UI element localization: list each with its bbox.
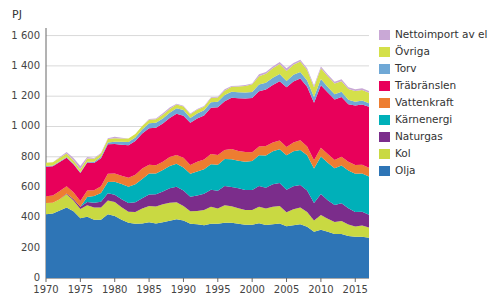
y-tick-label: 0	[34, 272, 40, 283]
area	[46, 78, 369, 201]
x-tick	[80, 278, 81, 282]
y-tick-label: 400	[21, 211, 40, 222]
legend-label: Vattenkraft	[395, 96, 454, 108]
legend-swatch	[379, 98, 390, 108]
y-tick-label: 1 600	[11, 30, 40, 41]
x-tick	[320, 278, 321, 282]
legend-swatch	[379, 81, 390, 91]
x-tick	[114, 278, 115, 282]
legend: Nettoimport av el Övriga Torv Träbränslen Va…	[379, 28, 487, 176]
axes: 0 200 400 600 800 1 000 1 200 1 400 1 600 1970 197…	[11, 28, 369, 295]
x-tick	[217, 278, 218, 282]
grid-line	[46, 35, 369, 36]
legend-label: Övriga	[395, 45, 430, 57]
x-tick	[46, 278, 47, 282]
area	[46, 61, 369, 172]
x-tick	[149, 278, 150, 282]
chart-container: 0 200 400 600 800 1 000 1 200 1 400 1 600 1970 197…	[0, 0, 491, 302]
y-tick-label: 600	[21, 181, 40, 192]
legend-label: Kol	[395, 147, 411, 159]
y-axis-label: PJ	[12, 8, 22, 21]
grid-line	[46, 65, 369, 66]
legend-swatch	[379, 166, 390, 176]
legend-label: Nettoimport av el	[395, 28, 487, 40]
y-tick-label: 1 200	[11, 90, 40, 101]
x-tick	[252, 278, 253, 282]
y-tick-label: 200	[21, 242, 40, 253]
chart-svg: 0 200 400 600 800 1 000 1 200 1 400 1 600 1970 197…	[0, 0, 491, 302]
x-tick-label: 2005	[274, 284, 299, 295]
legend-swatch	[379, 115, 390, 125]
x-tick-label: 1975	[68, 284, 93, 295]
legend-swatch	[379, 64, 390, 74]
areas	[46, 60, 369, 278]
x-tick-label: 1995	[205, 284, 230, 295]
x-tick	[286, 278, 287, 282]
x-tick-label: 1980	[102, 284, 127, 295]
legend-swatch	[379, 132, 390, 142]
legend-swatch	[379, 149, 390, 159]
legend-label: Naturgas	[395, 130, 443, 142]
x-tick	[183, 278, 184, 282]
x-tick-label: 2015	[343, 284, 368, 295]
y-tick-label: 800	[21, 151, 40, 162]
grid	[46, 36, 369, 278]
x-tick	[355, 278, 356, 282]
legend-swatch	[379, 30, 390, 40]
legend-label: Träbränslen	[394, 79, 456, 91]
legend-swatch	[379, 47, 390, 57]
y-tick-label: 1 400	[11, 60, 40, 71]
legend-label: Torv	[394, 62, 417, 74]
x-tick-label: 1970	[33, 284, 58, 295]
x-tick-label: 2010	[308, 284, 333, 295]
x-tick-label: 1990	[171, 284, 196, 295]
legend-label: Kärnenergi	[395, 113, 452, 125]
x-tick-label: 1985	[136, 284, 161, 295]
legend-label: Olja	[395, 164, 416, 176]
area	[46, 60, 369, 170]
y-tick-label: 1 000	[11, 120, 40, 131]
x-tick-label: 2000	[239, 284, 264, 295]
